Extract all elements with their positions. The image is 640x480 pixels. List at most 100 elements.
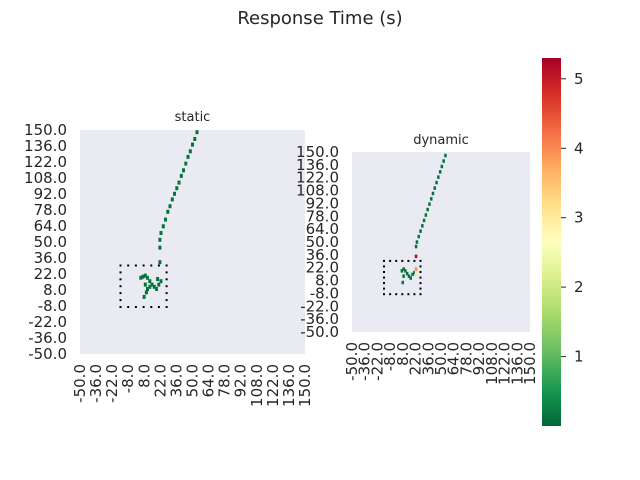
box-marker (150, 264, 153, 267)
y-tick-label: 122.0 (24, 153, 67, 171)
box-marker (127, 306, 130, 308)
heatmap-cell (428, 202, 431, 206)
x-tick-label: 108.0 (483, 342, 501, 385)
box-marker (119, 292, 122, 295)
heatmap-cell (170, 197, 174, 202)
x-tick-label: 92.0 (232, 364, 250, 397)
heatmap-cells-static (119, 130, 199, 308)
y-tick-label: 8.0 (43, 281, 67, 299)
x-tick-label: 136.0 (508, 342, 526, 385)
box-marker (419, 282, 422, 285)
box-marker (419, 265, 422, 268)
heatmap-cell (402, 267, 405, 271)
box-marker (165, 264, 168, 267)
heatmap-cell (173, 191, 176, 196)
x-tick-label: -36.0 (356, 342, 374, 381)
box-marker (419, 276, 422, 279)
x-tick-label: 78.0 (216, 364, 234, 397)
heatmap-cell (442, 159, 445, 163)
heatmap-cell (148, 284, 152, 289)
box-marker (165, 278, 168, 281)
heatmap-cell (155, 287, 158, 291)
y-tick-label: -8.0 (38, 297, 67, 315)
heatmap-cell (193, 137, 197, 141)
heatmap-cell (414, 244, 418, 249)
heatmap-cell (144, 290, 148, 295)
heatmap-cell (405, 271, 409, 276)
y-tick-label: 64.0 (34, 217, 67, 235)
box-marker (165, 271, 168, 274)
y-tick-label: 150.0 (296, 143, 339, 161)
heatmap-cell (179, 173, 183, 178)
box-marker (419, 293, 422, 296)
heatmap-cell (150, 282, 154, 287)
x-tick-label: -8.0 (119, 364, 137, 393)
y-tick-label: 92.0 (306, 194, 339, 212)
heatmap-cell (411, 272, 414, 277)
y-tick-label: 50.0 (306, 233, 339, 251)
heatmap-cell (426, 207, 429, 212)
y-tick-label: -50.0 (28, 345, 67, 363)
box-marker (157, 264, 160, 267)
heatmap-cell (438, 170, 442, 174)
box-marker (383, 276, 385, 279)
heatmap-cell (407, 274, 411, 278)
box-marker (419, 271, 422, 273)
x-tick-label: 64.0 (445, 342, 463, 375)
figure-title: Response Time (s) (237, 8, 402, 29)
heatmap-cell (146, 275, 149, 280)
plot-area-static (80, 130, 305, 354)
x-tick-label: 8.0 (135, 364, 153, 388)
colorbar-tick-label: 4 (574, 139, 584, 157)
box-marker (142, 264, 145, 267)
y-tick-label: -36.0 (300, 310, 339, 328)
colorbar-tick-labels: 1 2 3 4 5 (561, 70, 584, 366)
box-marker (401, 259, 404, 262)
box-marker (395, 293, 398, 296)
heatmap-cell (195, 130, 199, 135)
heatmap-cell (402, 274, 405, 278)
x-tick-labels-dynamic: -50.0-36.0-22.0-8.08.022.036.050.064.078… (343, 342, 539, 385)
heatmap-cell (148, 279, 152, 284)
heatmap-cell (139, 275, 143, 280)
colorbar: 1 2 3 4 5 (542, 58, 584, 426)
y-tick-label: 136.0 (24, 137, 67, 155)
box-marker (407, 293, 410, 296)
x-tick-labels-static: -50.0-36.0-22.0-8.08.022.036.050.064.078… (71, 364, 314, 407)
y-tick-label: -8.0 (310, 284, 339, 302)
box-marker (157, 306, 160, 308)
x-tick-label: 78.0 (457, 342, 475, 375)
y-tick-label: 78.0 (306, 207, 339, 225)
panel-title-static: static (175, 110, 211, 125)
x-tick-label: -50.0 (71, 364, 89, 403)
box-marker (142, 306, 145, 308)
box-marker (413, 293, 416, 296)
y-tick-label: 150.0 (24, 121, 67, 139)
heatmap-cell (414, 270, 418, 275)
box-marker (395, 259, 398, 262)
y-tick-labels-dynamic: 150.0136.0122.0108.092.078.064.050.036.0… (296, 143, 339, 341)
box-marker (383, 293, 385, 296)
heatmap-cell (437, 175, 440, 179)
box-marker (165, 306, 168, 308)
heatmap-cell (164, 217, 167, 222)
heatmap-cell (409, 276, 412, 280)
y-tick-label: -50.0 (300, 323, 339, 341)
heatmap-cells-dynamic (383, 153, 447, 296)
x-tick-label: -36.0 (87, 364, 105, 403)
heatmap-cell (143, 273, 147, 278)
y-tick-label: 108.0 (296, 182, 339, 200)
y-tick-labels-static: 150.0136.0122.0108.092.078.064.050.036.0… (24, 121, 67, 363)
heatmap-cell (415, 240, 419, 244)
box-marker (119, 264, 122, 267)
box-marker (383, 259, 385, 262)
box-marker (134, 264, 137, 267)
heatmap-cell (158, 245, 162, 250)
heatmap-cell (142, 294, 146, 299)
heatmap-cell (156, 277, 160, 281)
heatmap-cell (414, 267, 418, 271)
colorbar-gradient (542, 58, 561, 426)
y-tick-label: 22.0 (34, 265, 67, 283)
box-marker (419, 287, 422, 290)
